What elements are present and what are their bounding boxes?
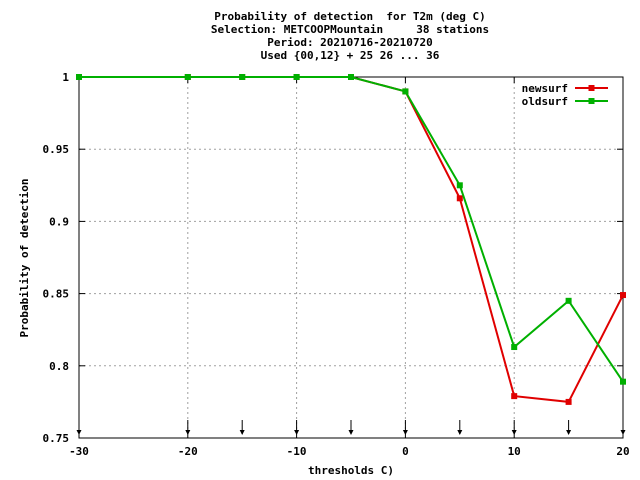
x-tick-label: 0	[402, 445, 409, 458]
data-point-newsurf	[511, 393, 518, 400]
plot-frame	[78, 76, 624, 439]
y-tick-label: 0.75	[43, 432, 70, 445]
y-tick-label: 1	[62, 71, 69, 84]
data-point-oldsurf	[348, 74, 354, 80]
data-point-oldsurf	[402, 88, 409, 95]
chart-title: Probability of detection for T2m (deg C)	[214, 10, 486, 23]
x-tick-label: 20	[616, 445, 629, 458]
data-point-oldsurf	[76, 74, 82, 80]
threshold-marker-arrow	[620, 430, 626, 435]
chart-title-block: Probability of detection for T2m (deg C)…	[0, 10, 640, 62]
y-tick-label: 0.95	[43, 143, 70, 156]
data-point-oldsurf	[293, 74, 300, 80]
x-axis-label: thresholds C)	[308, 464, 394, 477]
threshold-marker-arrow	[511, 430, 517, 435]
data-point-newsurf	[565, 398, 572, 405]
x-tick-label: -20	[178, 445, 198, 458]
x-tick-label: 10	[508, 445, 521, 458]
y-tick-label: 0.85	[43, 288, 70, 301]
threshold-marker-arrow	[566, 430, 572, 435]
threshold-marker-arrow	[76, 430, 82, 435]
data-point-oldsurf	[620, 378, 626, 385]
threshold-markers	[76, 420, 626, 435]
data-point-newsurf	[620, 292, 626, 299]
series-line-newsurf	[79, 76, 624, 403]
y-axis-label: Probability of detection	[18, 179, 31, 338]
threshold-marker-arrow	[294, 430, 300, 435]
chart-subtitle-period: Period: 20210716-20210720	[267, 36, 433, 49]
threshold-marker-arrow	[402, 430, 408, 435]
data-point-oldsurf	[565, 297, 572, 304]
legend-label-newsurf: newsurf	[522, 82, 568, 95]
chart-subtitle-used: Used {00,12} + 25 26 ... 36	[260, 49, 440, 62]
legend-label-oldsurf: oldsurf	[522, 95, 568, 108]
legend-marker-newsurf	[588, 85, 595, 91]
threshold-marker-arrow	[185, 430, 191, 435]
threshold-marker-arrow	[348, 430, 354, 435]
series-line-oldsurf	[79, 76, 624, 383]
data-point-oldsurf	[184, 74, 191, 80]
legend-marker-oldsurf	[588, 98, 595, 104]
data-point-newsurf	[456, 195, 463, 202]
y-tick-label: 0.9	[49, 215, 69, 228]
data-point-oldsurf	[239, 74, 246, 80]
threshold-marker-arrow	[457, 430, 463, 435]
x-tick-label: -30	[69, 445, 89, 458]
threshold-marker-arrow	[239, 430, 245, 435]
chart-subtitle-selection: Selection: METCOOPMountain 38 stations	[210, 23, 490, 36]
series-lines	[76, 74, 626, 405]
x-tick-label: -10	[287, 445, 307, 458]
axis-ticks: -30 -20 -10 0 10 20 0.75 0.8 0.85 0.9 0.95 1	[43, 71, 630, 458]
data-point-oldsurf	[511, 344, 518, 351]
y-tick-label: 0.8	[49, 360, 69, 373]
grid	[79, 77, 623, 438]
data-point-oldsurf	[456, 182, 463, 189]
